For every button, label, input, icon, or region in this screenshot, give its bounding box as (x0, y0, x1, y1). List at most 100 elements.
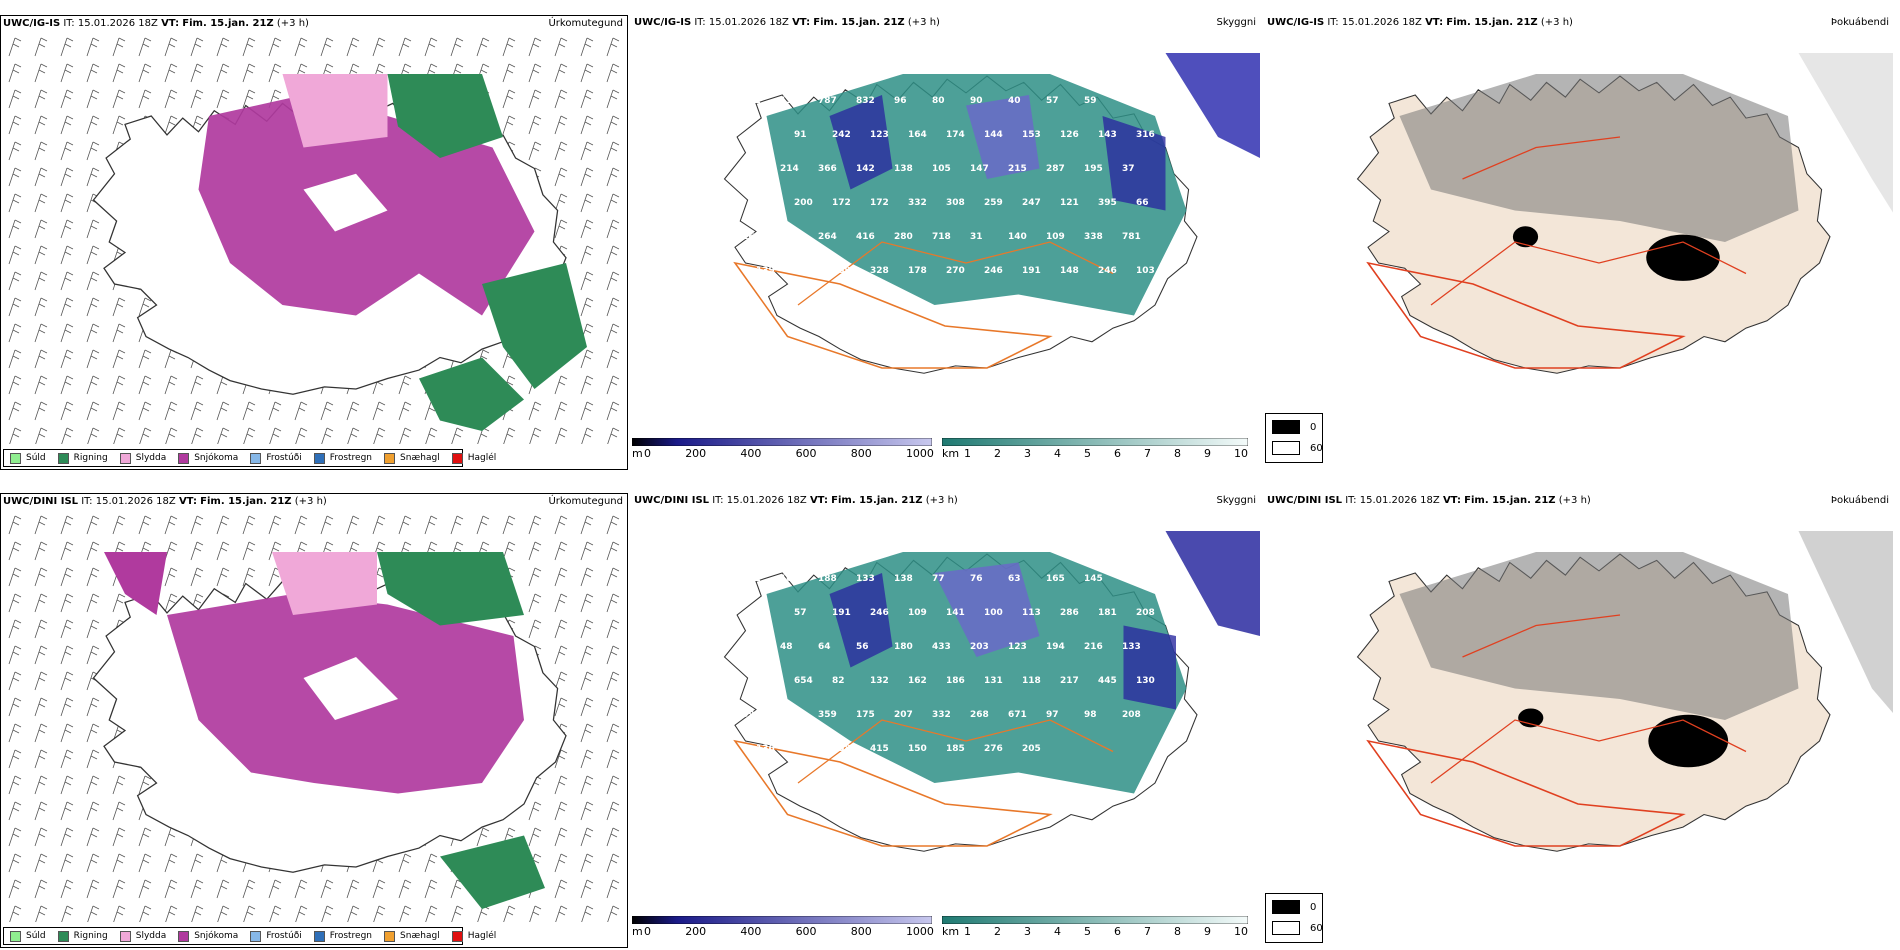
visibility-value-label: 195 (780, 96, 799, 106)
visibility-value-label: 59 (1084, 96, 1097, 106)
visibility-value-label: 195 (1084, 164, 1103, 174)
visibility-value-label: 276 (984, 744, 1003, 754)
visibility-value-label: 359 (818, 710, 837, 720)
visibility-value-label: 36 (756, 130, 769, 140)
visibility-panel-dini: UWC/DINI ISL IT: 15.01.2026 18Z VT: Fim.… (632, 493, 1260, 948)
visibility-value-label: 130 (1136, 676, 1155, 686)
parameter-title: Úrkomutegund (548, 496, 623, 507)
visibility-value-label: 133 (856, 574, 875, 584)
vt-value: Fim. 15.jan. 21Z (1464, 495, 1556, 506)
visibility-value-label: 186 (946, 676, 965, 686)
vt-label: VT: (809, 495, 828, 506)
visibility-value-label: 416 (856, 232, 875, 242)
fog-key-dark-swatch (1272, 900, 1300, 914)
visibility-value-label: 118 (1022, 676, 1041, 686)
visibility-value-label: 391 (742, 710, 761, 720)
visibility-value-label: 280 (894, 232, 913, 242)
visibility-value-label: 123 (1008, 642, 1027, 652)
legend-item-freezing-drizzle: Frostúði (250, 930, 302, 942)
visibility-value-label: 80 (932, 96, 945, 106)
visibility-value-label: 332 (908, 198, 927, 208)
lead-time: (+3 h) (907, 17, 940, 28)
visibility-value-label: 76 (970, 574, 983, 584)
visibility-value-label: 57 (1046, 96, 1059, 106)
visibility-value-label: 82 (832, 676, 845, 686)
visibility-value-label: 246 (1098, 266, 1117, 276)
model-name: UWC/DINI ISL (3, 496, 79, 507)
precip-panel-ig: UWC/IG-IS IT: 15.01.2026 18Z VT: Fim. 15… (0, 15, 628, 470)
parameter-title: Úrkomutegund (548, 18, 623, 29)
visibility-value-label: 259 (984, 198, 1003, 208)
visibility-value-label: 260 (780, 710, 799, 720)
km-ticks: 1 2 3 4 5 6 7 8 9 10 (964, 925, 1248, 938)
vt-value: Fim. 15.jan. 21Z (200, 496, 292, 507)
legend-item-hail: Haglél (451, 930, 496, 942)
precip-map (1, 34, 627, 444)
visibility-value-label: 147 (970, 164, 989, 174)
visibility-value-label: 138 (894, 574, 913, 584)
visibility-value-label: 172 (832, 198, 851, 208)
visibility-panel-ig: UWC/IG-IS IT: 15.01.2026 18Z VT: Fim. 15… (632, 15, 1260, 470)
visibility-value-label: 97 (1046, 710, 1059, 720)
visibility-value-label: 121 (1060, 198, 1079, 208)
visibility-value-label: 56 (856, 642, 869, 652)
precip-panel-dini: UWC/DINI ISL IT: 15.01.2026 18Z VT: Fim.… (0, 493, 628, 948)
precip-type-legend: Súld Rigning Slydda Snjókoma Frostúði Fr… (3, 449, 496, 467)
model-name: UWC/IG-IS (3, 18, 61, 29)
visibility-value-label: 242 (832, 130, 851, 140)
visibility-value-label: 373 (794, 744, 813, 754)
km-unit: km (942, 447, 960, 460)
visibility-value-label: 100 (780, 574, 799, 584)
m-unit: m (632, 925, 643, 938)
visibility-value-label: 48 (780, 642, 793, 652)
visibility-value-label: 113 (1022, 608, 1041, 618)
legend-item-snow: Snjókoma (178, 930, 238, 942)
vt-label: VT: (178, 496, 197, 507)
visibility-value-label: 458 (832, 744, 851, 754)
visibility-value-label: 145 (1084, 574, 1103, 584)
lead-time: (+3 h) (276, 18, 309, 29)
model-name: UWC/IG-IS (634, 17, 692, 28)
visibility-value-label: 191 (1022, 266, 1041, 276)
legend-item-snow: Snjókoma (178, 452, 238, 464)
visibility-value-label: 338 (1084, 232, 1103, 242)
fog-index-key: 0 60 (1265, 413, 1323, 463)
visibility-value-label: 143 (1098, 130, 1117, 140)
panel-header: UWC/DINI ISL IT: 15.01.2026 18Z VT: Fim.… (1267, 495, 1889, 509)
parameter-title: Þokuábendi (1830, 17, 1889, 28)
visibility-value-label: 162 (908, 676, 927, 686)
visibility-value-label: 132 (870, 676, 889, 686)
visibility-value-label: 141 (946, 608, 965, 618)
visibility-value-label: 270 (946, 266, 965, 276)
visibility-value-label: 150 (908, 744, 927, 754)
it-label: IT: (1327, 17, 1339, 28)
m-ticks: 0 200 400 600 800 1000 (644, 925, 934, 938)
visibility-value-label: 136 (756, 744, 775, 754)
visibility-value-label: 153 (1022, 130, 1041, 140)
visibility-value-label: 138 (894, 164, 913, 174)
it-value: 15.01.2026 18Z (726, 495, 807, 506)
visibility-value-label: 142 (856, 164, 875, 174)
visibility-value-label: 133 (1122, 642, 1141, 652)
visibility-value-label: 328 (870, 266, 889, 276)
visibility-value-label: 165 (1046, 574, 1065, 584)
km-ticks: 1 2 3 4 5 6 7 8 9 10 (964, 447, 1248, 460)
visibility-value-label: 103 (1136, 266, 1155, 276)
legend-item-freezing-rain: Frostregn (313, 452, 372, 464)
visibility-value-label: 654 (794, 676, 813, 686)
legend-item-snow-pellets: Snæhagl (384, 452, 440, 464)
visibility-value-label: 126 (1060, 130, 1079, 140)
visibility-value-label: 131 (984, 676, 1003, 686)
visibility-value-label: 286 (1060, 608, 1079, 618)
visibility-value-label: 178 (908, 266, 927, 276)
visibility-value-label: 96 (894, 96, 907, 106)
visibility-value-label: 144 (984, 130, 1003, 140)
vt-label: VT: (1442, 495, 1461, 506)
visibility-value-label: 54 (1122, 574, 1135, 584)
visibility-value-label: 152 (742, 96, 761, 106)
visibility-value-label: 123 (870, 130, 889, 140)
fog-index-key: 0 60 (1265, 893, 1323, 943)
lead-time: (+3 h) (294, 496, 327, 507)
visibility-value-label: 781 (1122, 232, 1141, 242)
fog-key-low: 60 (1310, 442, 1323, 454)
